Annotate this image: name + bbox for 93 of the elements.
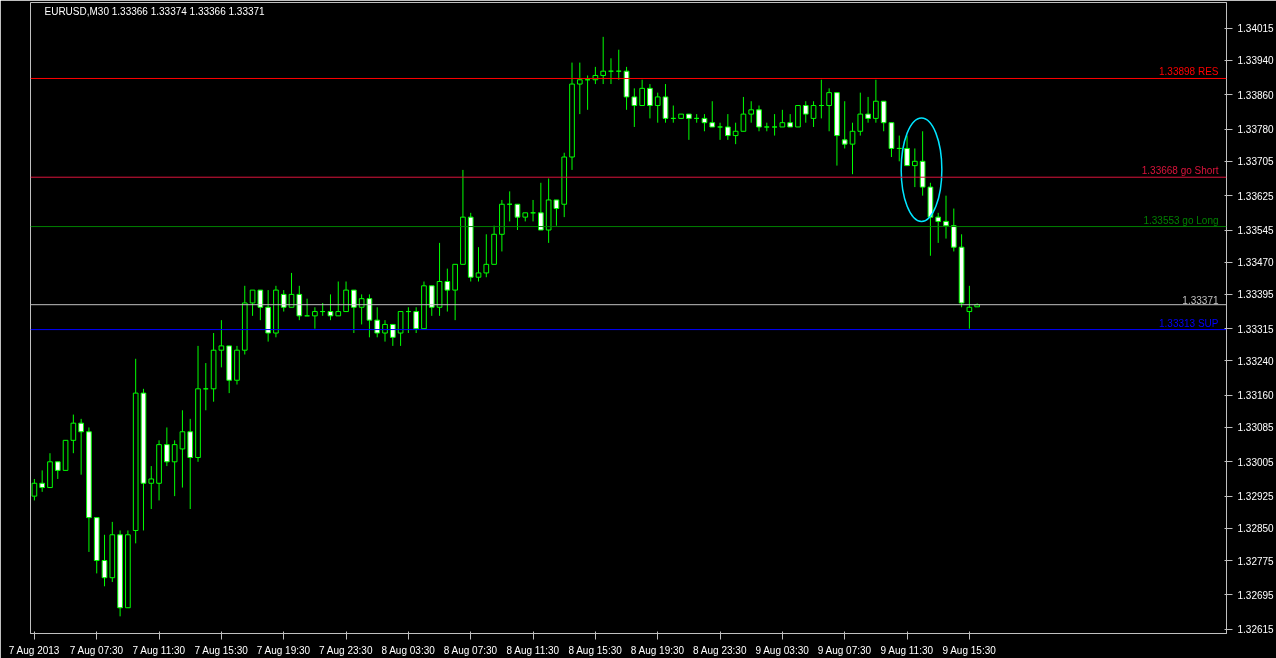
candlestick (826, 87, 832, 132)
candlestick (857, 92, 864, 137)
ref-line-label: 1.33898 RES (1159, 66, 1219, 78)
candlestick (849, 122, 856, 175)
candlestick (78, 418, 84, 476)
candlestick (164, 426, 170, 467)
y-tick-label: 1.33160 (1237, 390, 1275, 402)
ref-line-label: 1.33371 (1182, 294, 1219, 306)
x-tick-label: 7 Aug 11:30 (132, 644, 186, 656)
y-tick-label: 1.33395 (1237, 289, 1275, 301)
candlestick (748, 100, 755, 124)
candlestick (600, 36, 607, 85)
x-tick-label: 7 Aug 15:30 (194, 644, 249, 656)
candlestick (374, 306, 381, 338)
y-tick-label: 1.33625 (1237, 190, 1275, 202)
y-tick-label: 1.32615 (1237, 624, 1275, 636)
candlestick (312, 306, 318, 330)
x-tick-label: 7 Aug 19:30 (256, 644, 311, 656)
candlestick (218, 319, 225, 368)
x-tick-label: 8 Aug 07:30 (443, 644, 498, 656)
x-tick-label: 9 Aug 03:30 (755, 644, 810, 656)
x-tick-label: 7 Aug 07:30 (69, 644, 124, 656)
candlestick (280, 289, 287, 313)
candlestick (654, 92, 661, 124)
candlestick (148, 465, 155, 510)
candlestick (865, 96, 871, 124)
x-tick-label: 8 Aug 11:30 (506, 644, 560, 656)
candlestick (647, 83, 653, 119)
candlestick (810, 100, 817, 128)
y-tick-label: 1.33545 (1237, 225, 1275, 236)
candlestick (950, 208, 957, 252)
ref-line-label: 1.33313 SUP (1159, 317, 1219, 329)
y-tick-label: 1.33085 (1237, 422, 1275, 434)
x-tick-label: 9 Aug 11:30 (880, 644, 934, 656)
x-tick-label: 8 Aug 03:30 (381, 644, 436, 656)
x-tick-label: 7 Aug 2013 (8, 644, 60, 656)
candlestick (576, 62, 583, 115)
y-tick-label: 1.33705 (1237, 156, 1275, 168)
y-tick-label: 1.34015 (1237, 23, 1275, 35)
x-tick-label: 9 Aug 15:30 (942, 644, 997, 656)
x-tick-label: 8 Aug 19:30 (630, 644, 685, 656)
candlestick (514, 203, 521, 231)
y-tick-label: 1.33780 (1237, 124, 1275, 136)
y-tick-label: 1.33940 (1237, 55, 1275, 67)
y-tick-label: 1.33315 (1237, 323, 1275, 335)
candlestick (709, 100, 716, 128)
candlestick (880, 100, 887, 132)
candlestick (740, 96, 747, 132)
candlestick (483, 233, 490, 278)
x-tick-label: 9 Aug 07:30 (817, 644, 872, 656)
y-tick-label: 1.32695 (1237, 589, 1275, 601)
candlestick (70, 414, 77, 454)
candlestick (343, 281, 349, 313)
ref-line-label: 1.33668 go Short (1141, 165, 1219, 177)
candlestick (39, 469, 46, 493)
candlestick (351, 289, 357, 334)
x-tick-label: 8 Aug 23:30 (693, 644, 747, 656)
candlestick (935, 212, 942, 244)
candlestick (631, 87, 638, 128)
candlestick (413, 306, 420, 334)
ref-line-label: 1.33553 go Long (1143, 214, 1219, 226)
candlestick (943, 195, 949, 240)
y-tick-label: 1.32925 (1237, 491, 1275, 503)
y-tick-label: 1.32775 (1237, 555, 1275, 567)
candlestick (725, 113, 731, 141)
candlestick (802, 100, 809, 124)
candlestick (428, 285, 435, 317)
candlestick (639, 79, 645, 107)
candlestick (335, 281, 342, 317)
y-tick-label: 1.32850 (1237, 523, 1275, 535)
y-tick-label: 1.33240 (1237, 355, 1275, 367)
candlestick (904, 135, 910, 167)
candlestick (327, 293, 334, 321)
candlestick (795, 105, 801, 128)
candlestick (475, 246, 482, 283)
candlestick (912, 147, 918, 188)
candlestick (732, 122, 739, 145)
candlestick (771, 113, 778, 137)
candlestick (382, 319, 388, 343)
x-tick-label: 7 Aug 23:30 (319, 644, 373, 656)
candlestick (397, 311, 404, 347)
candlestick (756, 105, 762, 132)
y-tick-label: 1.33860 (1237, 89, 1275, 101)
candlestick (966, 285, 973, 330)
y-tick-label: 1.33470 (1237, 257, 1275, 269)
candlestick (841, 100, 848, 149)
candlestick (538, 182, 544, 231)
y-tick-label: 1.33005 (1237, 456, 1275, 468)
candlestick (686, 113, 692, 141)
x-tick-label: 8 Aug 15:30 (568, 644, 623, 656)
chart-title: EURUSD,M30 1.33366 1.33374 1.33366 1.33371 (44, 5, 266, 17)
candlestick (662, 83, 669, 124)
candlestick (873, 79, 879, 124)
